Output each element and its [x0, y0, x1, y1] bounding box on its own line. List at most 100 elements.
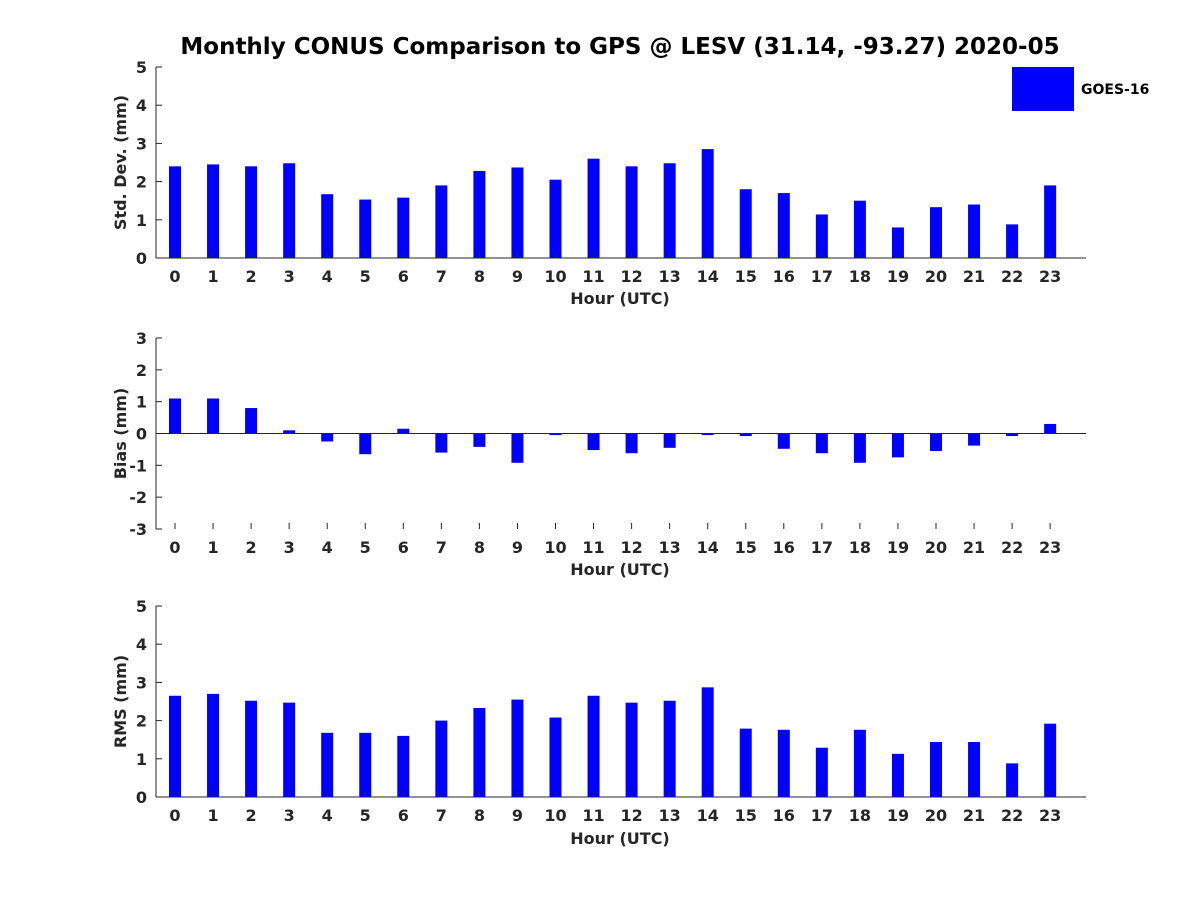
std-dev-x-tick-label: 2 — [246, 267, 257, 286]
rms-bar-hour-7 — [435, 720, 448, 797]
bias-x-tick-label: 21 — [963, 538, 985, 557]
rms-bar-hour-10 — [549, 717, 562, 797]
bias-bar-hour-6 — [397, 428, 410, 434]
bias-bar-hour-0 — [169, 398, 181, 434]
bias-y-tick-label: 2 — [136, 361, 147, 380]
bias-y-tick-label: -1 — [129, 456, 147, 475]
rms-bar-hour-8 — [473, 707, 486, 797]
bias-bar-hour-12 — [625, 433, 638, 454]
rms-x-tick-label: 15 — [735, 806, 757, 825]
rms-bar-hour-4 — [321, 732, 334, 797]
std-dev-x-tick-label: 12 — [620, 267, 642, 286]
bias-x-tick-label: 14 — [697, 538, 719, 557]
bias-bar-hour-1 — [207, 398, 220, 434]
std-dev-bar-hour-1 — [207, 164, 220, 258]
std-dev-bar-hour-18 — [853, 200, 866, 258]
bias-y-tick-label: 0 — [136, 425, 147, 444]
rms-x-tick-label: 1 — [207, 806, 218, 825]
std-dev-x-tick-label: 16 — [773, 267, 795, 286]
rms-x-tick-label: 18 — [849, 806, 871, 825]
std-dev-bar-hour-23 — [1044, 185, 1057, 258]
bias-bar-hour-5 — [359, 433, 372, 455]
rms-x-tick-label: 7 — [436, 806, 447, 825]
bias-x-tick-label: 19 — [887, 538, 909, 557]
rms-bar-hour-15 — [739, 728, 752, 797]
legend: GOES-16 — [1012, 67, 1149, 111]
rms-x-tick-label: 0 — [169, 806, 180, 825]
bias-bar-hour-14 — [701, 433, 714, 436]
chart-title: Monthly CONUS Comparison to GPS @ LESV (… — [180, 34, 1059, 60]
bias-bar-hour-23 — [1044, 423, 1057, 434]
bias-x-tick-label: 17 — [811, 538, 833, 557]
bias-y-tick-label: 3 — [136, 329, 147, 348]
rms-bar-hour-1 — [207, 693, 220, 797]
std-dev-x-tick-label: 20 — [925, 267, 947, 286]
bias-bar-hour-20 — [930, 433, 942, 452]
bias-x-tick-label: 4 — [322, 538, 333, 557]
bias-x-tick-label: 10 — [544, 538, 566, 557]
rms-bar-hour-17 — [815, 747, 828, 797]
bias-x-tick-label: 13 — [659, 538, 681, 557]
std-dev-bar-hour-3 — [283, 163, 296, 258]
bias-bar-hour-22 — [1006, 433, 1019, 437]
std-dev-x-tick-label: 9 — [512, 267, 523, 286]
bias-x-tick-label: 18 — [849, 538, 871, 557]
bias-x-tick-label: 22 — [1001, 538, 1023, 557]
rms-x-tick-label: 21 — [963, 806, 985, 825]
std-dev-x-tick-label: 19 — [887, 267, 909, 286]
rms-x-tick-label: 9 — [512, 806, 523, 825]
rms-bar-hour-5 — [359, 732, 372, 797]
legend-label: GOES-16 — [1081, 82, 1149, 98]
rms-y-tick-label: 0 — [136, 788, 147, 807]
std-dev-bar-hour-8 — [473, 170, 486, 258]
rms-bar-hour-6 — [397, 735, 410, 797]
std-dev-x-tick-label: 5 — [360, 267, 371, 286]
rms-bar-hour-3 — [283, 702, 296, 797]
rms-y-tick-label: 4 — [136, 635, 147, 654]
std-dev-y-tick-label: 2 — [136, 173, 147, 192]
std-dev-bar-hour-20 — [930, 207, 942, 258]
std-dev-bar-hour-10 — [549, 179, 562, 258]
bias-x-tick-label: 12 — [620, 538, 642, 557]
rms-y-tick-label: 5 — [136, 597, 147, 616]
rms-bar-hour-22 — [1006, 763, 1019, 797]
bias-x-tick-label: 0 — [169, 538, 180, 557]
rms-x-tick-label: 10 — [544, 806, 566, 825]
bias-bar-hour-13 — [663, 433, 676, 448]
rms-x-label: Hour (UTC) — [570, 829, 670, 848]
std-dev-bar-hour-19 — [891, 227, 904, 258]
rms-bar-hour-2 — [245, 700, 258, 797]
rms-bar-hour-13 — [663, 700, 676, 797]
std-dev-bar-hour-17 — [815, 214, 828, 258]
bias-bar-hour-2 — [245, 408, 258, 434]
bias-x-tick-label: 20 — [925, 538, 947, 557]
rms-y-tick-label: 1 — [136, 750, 147, 769]
rms-bar-hour-20 — [930, 741, 942, 797]
std-dev-bar-hour-2 — [245, 166, 258, 258]
bias-bar-hour-8 — [473, 433, 486, 447]
rms-x-tick-label: 23 — [1039, 806, 1061, 825]
std-dev-bar-hour-12 — [625, 166, 638, 258]
bias-bar-hour-17 — [815, 433, 828, 454]
std-dev-x-tick-label: 21 — [963, 267, 985, 286]
std-dev-bar-hour-14 — [701, 149, 714, 258]
bias-bar-hour-18 — [853, 433, 866, 463]
rms-x-tick-label: 19 — [887, 806, 909, 825]
bias-x-tick-label: 11 — [582, 538, 604, 557]
rms-y-tick-label: 2 — [136, 712, 147, 731]
std-dev-bar-hour-5 — [359, 199, 372, 258]
bias-y-tick-label: -2 — [129, 488, 147, 507]
rms-x-tick-label: 6 — [398, 806, 409, 825]
std-dev-bar-hour-0 — [169, 166, 181, 258]
std-dev-bar-hour-11 — [587, 158, 600, 258]
rms-bar-hour-21 — [968, 741, 981, 797]
std-dev-y-tick-label: 4 — [136, 96, 147, 115]
bias-x-tick-label: 5 — [360, 538, 371, 557]
std-dev-bar-hour-15 — [739, 189, 752, 258]
rms-x-tick-label: 11 — [582, 806, 604, 825]
bias-x-tick-label: 16 — [773, 538, 795, 557]
rms-x-tick-label: 13 — [659, 806, 681, 825]
std-dev-bar-hour-7 — [435, 185, 448, 258]
std-dev-x-tick-label: 3 — [284, 267, 295, 286]
